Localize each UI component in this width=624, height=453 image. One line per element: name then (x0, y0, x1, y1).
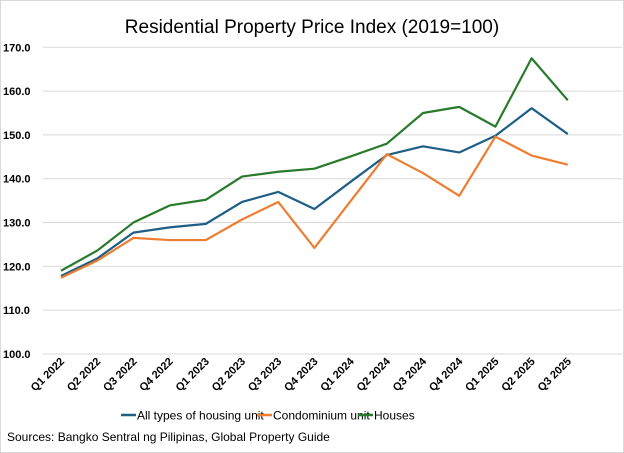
x-tick-label: Q1 2023 (174, 356, 212, 394)
x-tick-label: Q2 2024 (355, 355, 394, 394)
series-line-1 (60, 135, 569, 279)
series-line-0 (60, 107, 569, 278)
x-tick-label: Q1 2022 (29, 356, 67, 394)
legend-label: Condominium unit (273, 409, 370, 423)
x-tick-label: Q4 2024 (427, 355, 466, 394)
y-tick-label: 150.0 (3, 130, 31, 142)
x-tick-label: Q2 2022 (65, 356, 103, 394)
y-tick-label: 110.0 (3, 305, 30, 317)
x-tick-label: Q3 2025 (536, 356, 574, 394)
x-tick-label: Q3 2024 (391, 355, 430, 394)
y-tick-label: 100.0 (3, 349, 31, 361)
y-tick-label: 140.0 (3, 174, 31, 186)
x-tick-label: Q3 2022 (101, 356, 139, 394)
x-tick-label: Q4 2022 (137, 356, 175, 394)
x-tick-label: Q1 2024 (318, 355, 357, 394)
source-note: Sources: Bangko Sentral ng Pilipinas, Gl… (7, 430, 330, 444)
y-tick-label: 160.0 (3, 86, 31, 98)
chart-title: Residential Property Price Index (2019=1… (125, 17, 499, 38)
y-tick-label: 120.0 (3, 261, 31, 273)
legend-label: All types of housing unit (137, 409, 264, 423)
x-tick-label: Q1 2025 (463, 356, 501, 394)
x-tick-label: Q4 2023 (282, 356, 320, 394)
y-tick-label: 130.0 (3, 218, 31, 230)
x-tick-label: Q3 2023 (246, 356, 284, 394)
legend-label: Houses (374, 409, 415, 423)
y-tick-label: 170.0 (3, 42, 31, 54)
x-tick-label: Q2 2025 (499, 356, 537, 394)
x-tick-label: Q2 2023 (210, 356, 248, 394)
